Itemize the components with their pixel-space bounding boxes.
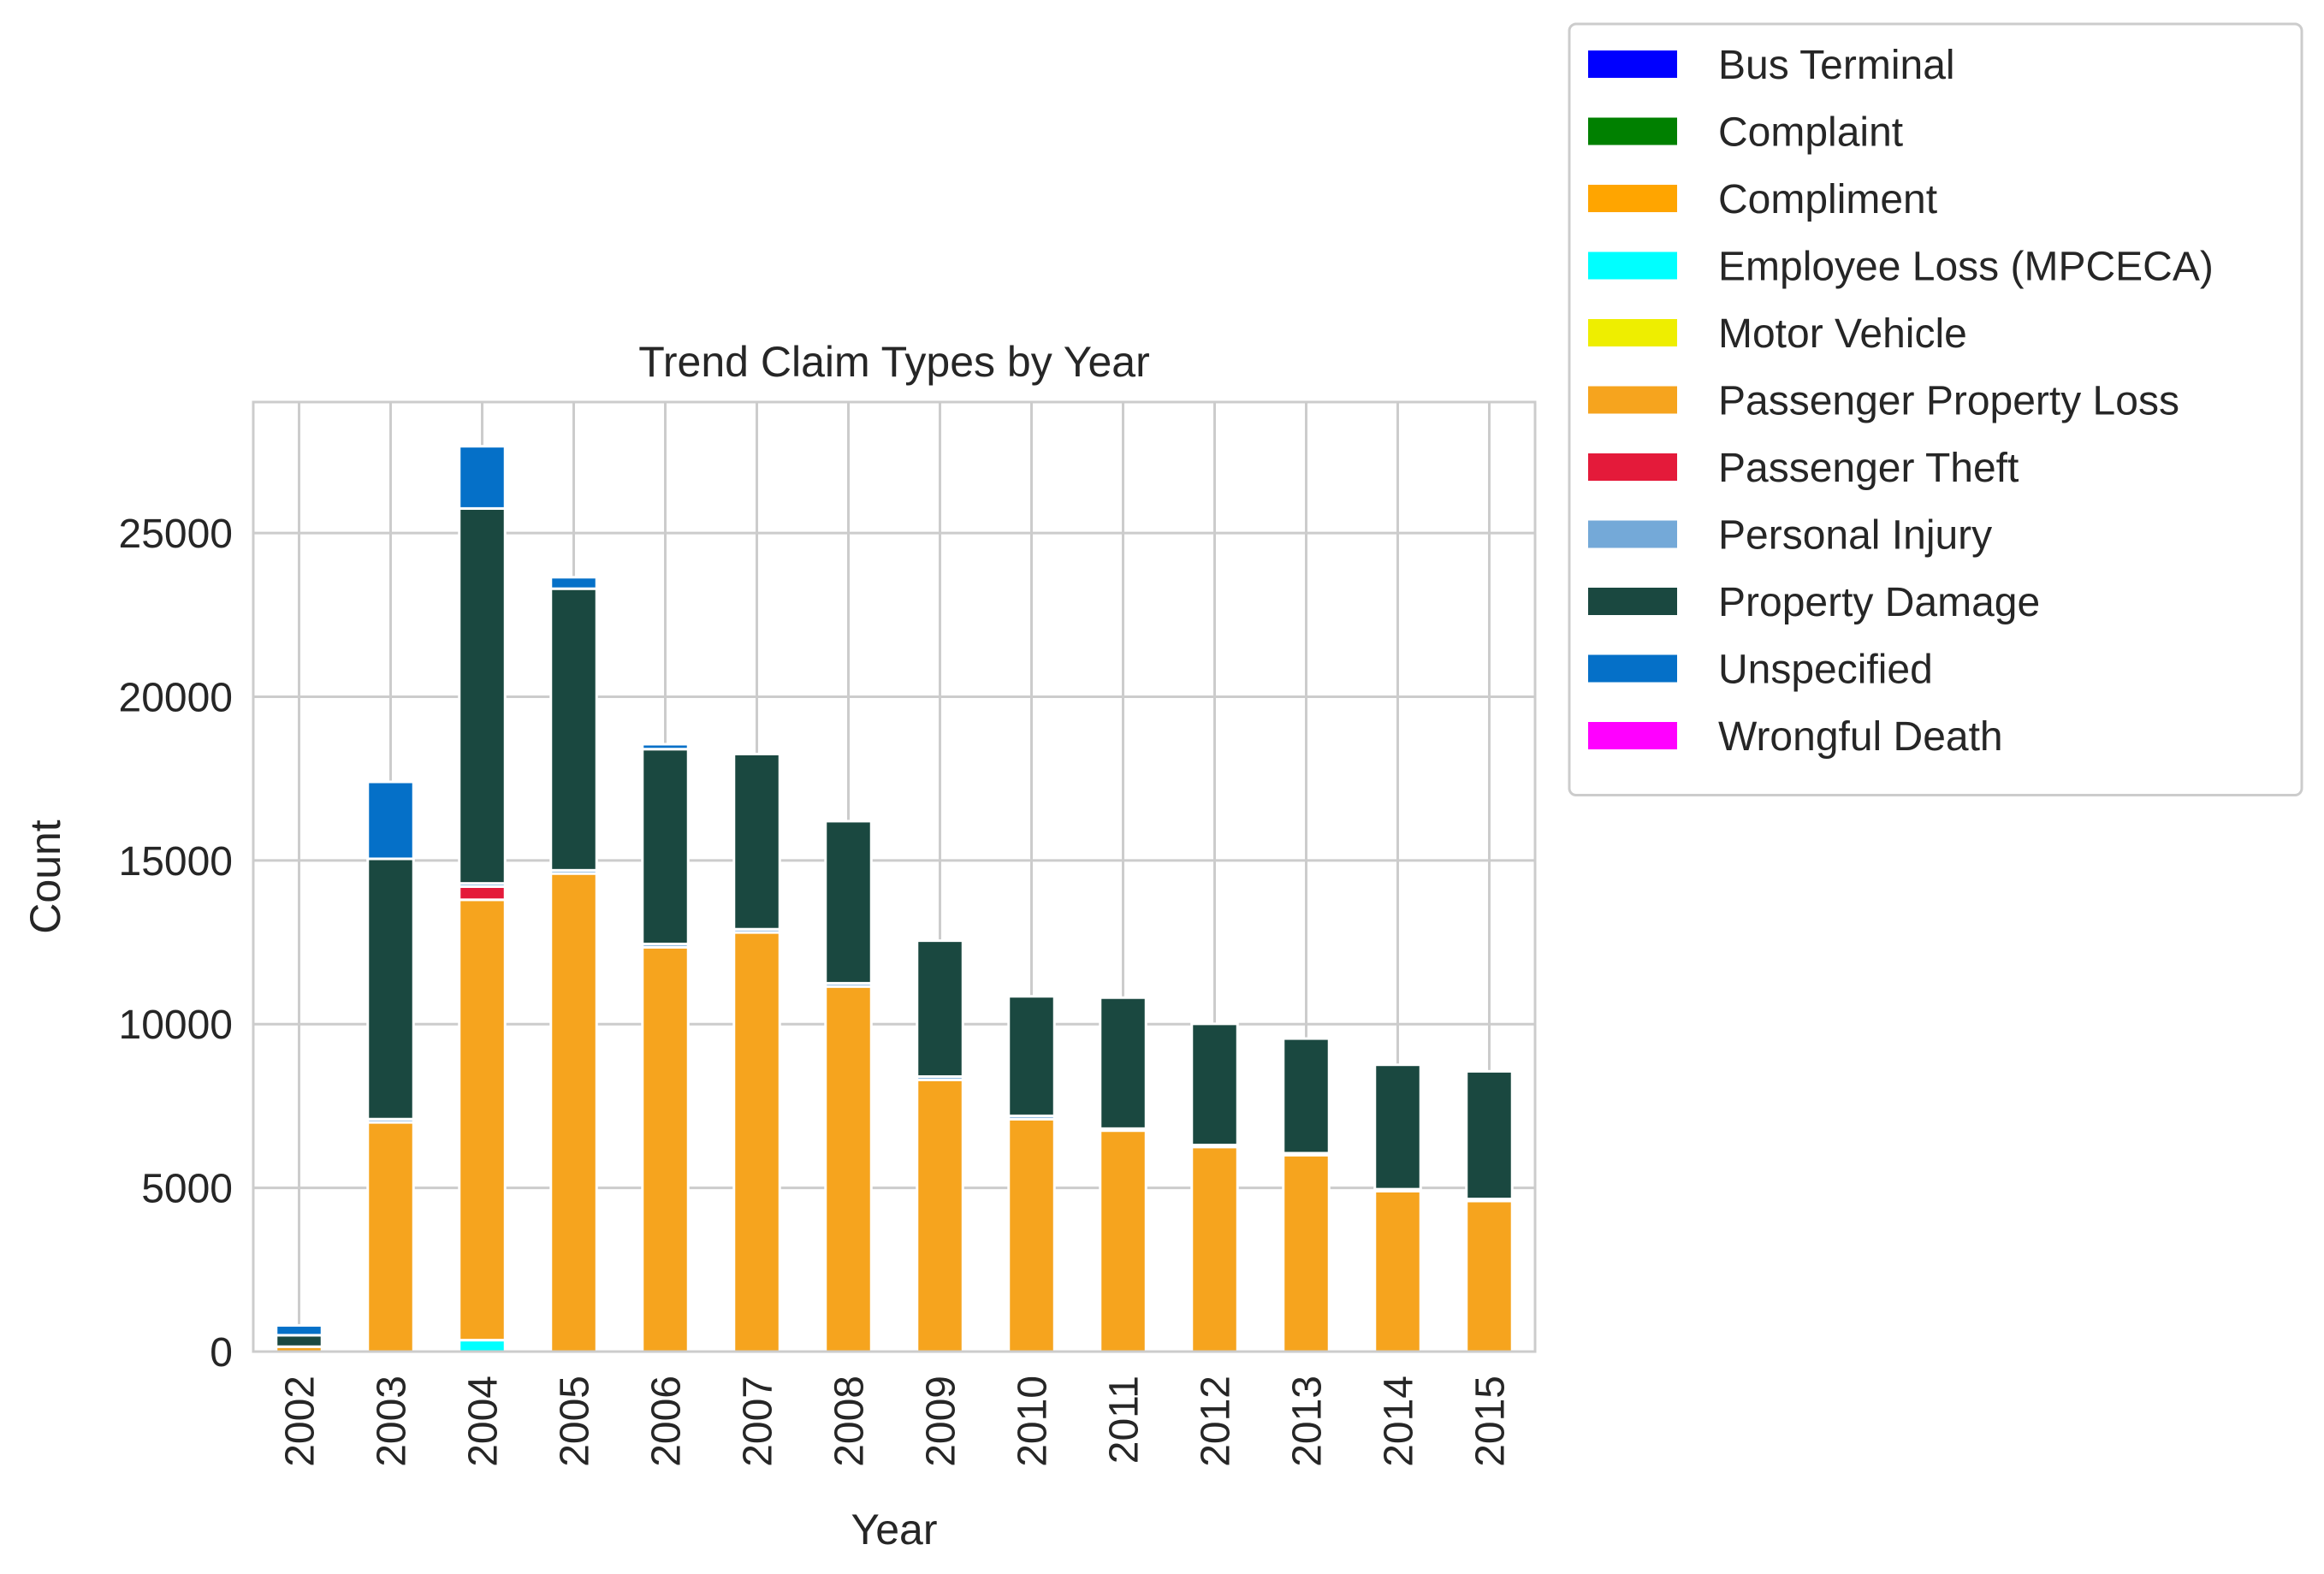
legend-swatch — [1588, 722, 1677, 749]
legend-label: Motor Vehicle — [1718, 311, 1967, 357]
grid-lines — [253, 402, 1535, 1353]
legend-label: Passenger Theft — [1718, 446, 2019, 491]
x-tick-label: 2011 — [1102, 1376, 1147, 1464]
x-tick-label: 2013 — [1285, 1376, 1331, 1467]
y-tick-label: 5000 — [141, 1167, 233, 1212]
y-tick-label: 15000 — [119, 839, 233, 885]
bar-segment — [458, 506, 507, 885]
bar-segment — [275, 1334, 323, 1348]
bar-segment — [824, 985, 873, 1353]
bar-segment — [366, 1121, 415, 1353]
legend-label: Bus Terminal — [1718, 43, 1955, 88]
bar-segment — [366, 780, 415, 861]
bar-segment — [1465, 1199, 1514, 1353]
x-tick-label: 2007 — [736, 1376, 781, 1467]
legend-swatch — [1588, 117, 1677, 145]
bar-segment — [641, 945, 690, 1353]
legend-label: Property Damage — [1718, 580, 2040, 625]
legend-swatch — [1588, 50, 1677, 78]
bar-segment — [1190, 1022, 1239, 1146]
bar-segment — [916, 1078, 964, 1353]
legend-swatch — [1588, 319, 1677, 346]
bar-segment — [916, 939, 964, 1078]
bar-segment — [1282, 1037, 1331, 1155]
bar-segment — [1007, 995, 1056, 1117]
legend-swatch — [1588, 251, 1677, 280]
legend-label: Complaint — [1718, 110, 1903, 156]
x-tick-label: 2015 — [1468, 1376, 1514, 1467]
y-axis-ticks: 0 5000 10000 15000 20000 25000 — [119, 512, 233, 1376]
y-tick-label: 10000 — [119, 1003, 233, 1048]
x-axis-label: Year — [851, 1506, 937, 1553]
y-tick-label: 0 — [210, 1330, 233, 1376]
legend: Bus Terminal Complaint Compliment Employee … — [1568, 22, 2303, 796]
legend-swatch — [1588, 453, 1677, 481]
bar-segment — [549, 587, 598, 872]
bar-segment — [1099, 1129, 1147, 1353]
y-axis-label: Count — [21, 820, 69, 934]
bar-segment — [275, 1323, 323, 1337]
legend-swatch — [1588, 386, 1677, 414]
x-tick-label: 2012 — [1194, 1376, 1239, 1467]
y-tick-label: 20000 — [119, 675, 233, 720]
x-tick-label: 2009 — [919, 1376, 964, 1467]
x-tick-label: 2003 — [370, 1376, 415, 1467]
x-tick-label: 2002 — [278, 1376, 323, 1467]
legend-frame — [1568, 22, 2303, 796]
legend-label: Personal Injury — [1718, 513, 1992, 559]
x-tick-label: 2008 — [827, 1376, 873, 1467]
legend-swatch — [1588, 654, 1677, 683]
bar-segment — [458, 445, 507, 510]
legend-label: Employee Loss (MPCECA) — [1718, 245, 2214, 290]
x-tick-label: 2005 — [553, 1376, 598, 1467]
bar-segment — [1373, 1063, 1422, 1191]
bar-segment — [732, 931, 781, 1353]
bar-segment — [1373, 1189, 1422, 1353]
legend-label: Wrongful Death — [1718, 714, 2003, 760]
bar-segment — [641, 748, 690, 945]
legend-swatch — [1588, 520, 1677, 548]
bar-stacks — [275, 445, 1514, 1353]
bar-segment — [824, 820, 873, 985]
bar-segment — [458, 1339, 507, 1353]
bar-segment — [1007, 1117, 1056, 1353]
bar-segment — [366, 857, 415, 1121]
bar-segment — [732, 752, 781, 931]
chart-title: Trend Claim Types by Year — [638, 338, 1150, 386]
legend-swatch — [1588, 185, 1677, 212]
bar-segment — [1099, 996, 1147, 1130]
legend-label: Compliment — [1718, 177, 1937, 222]
bar-segment — [549, 576, 598, 590]
x-tick-label: 2010 — [1011, 1376, 1056, 1467]
bar-segment — [549, 872, 598, 1353]
plot-frame — [252, 400, 1537, 1353]
x-tick-label: 2014 — [1377, 1376, 1422, 1467]
legend-swatch — [1588, 588, 1677, 615]
bar-segment — [641, 743, 690, 751]
bar-segment — [1465, 1069, 1514, 1201]
bar-segment — [458, 898, 507, 1342]
x-axis-ticks: 2002 2003 2004 2005 2006 2007 2008 2009 2010 2011… — [278, 1376, 1514, 1467]
bar-segment — [458, 885, 507, 902]
bar-segment — [1282, 1153, 1331, 1353]
y-tick-label: 25000 — [119, 512, 233, 557]
legend-label: Passenger Property Loss — [1718, 379, 2179, 424]
x-tick-label: 2006 — [644, 1376, 690, 1467]
legend-label: Unspecified — [1718, 648, 1933, 693]
bar-segment — [1190, 1145, 1239, 1353]
x-tick-label: 2004 — [461, 1376, 507, 1467]
